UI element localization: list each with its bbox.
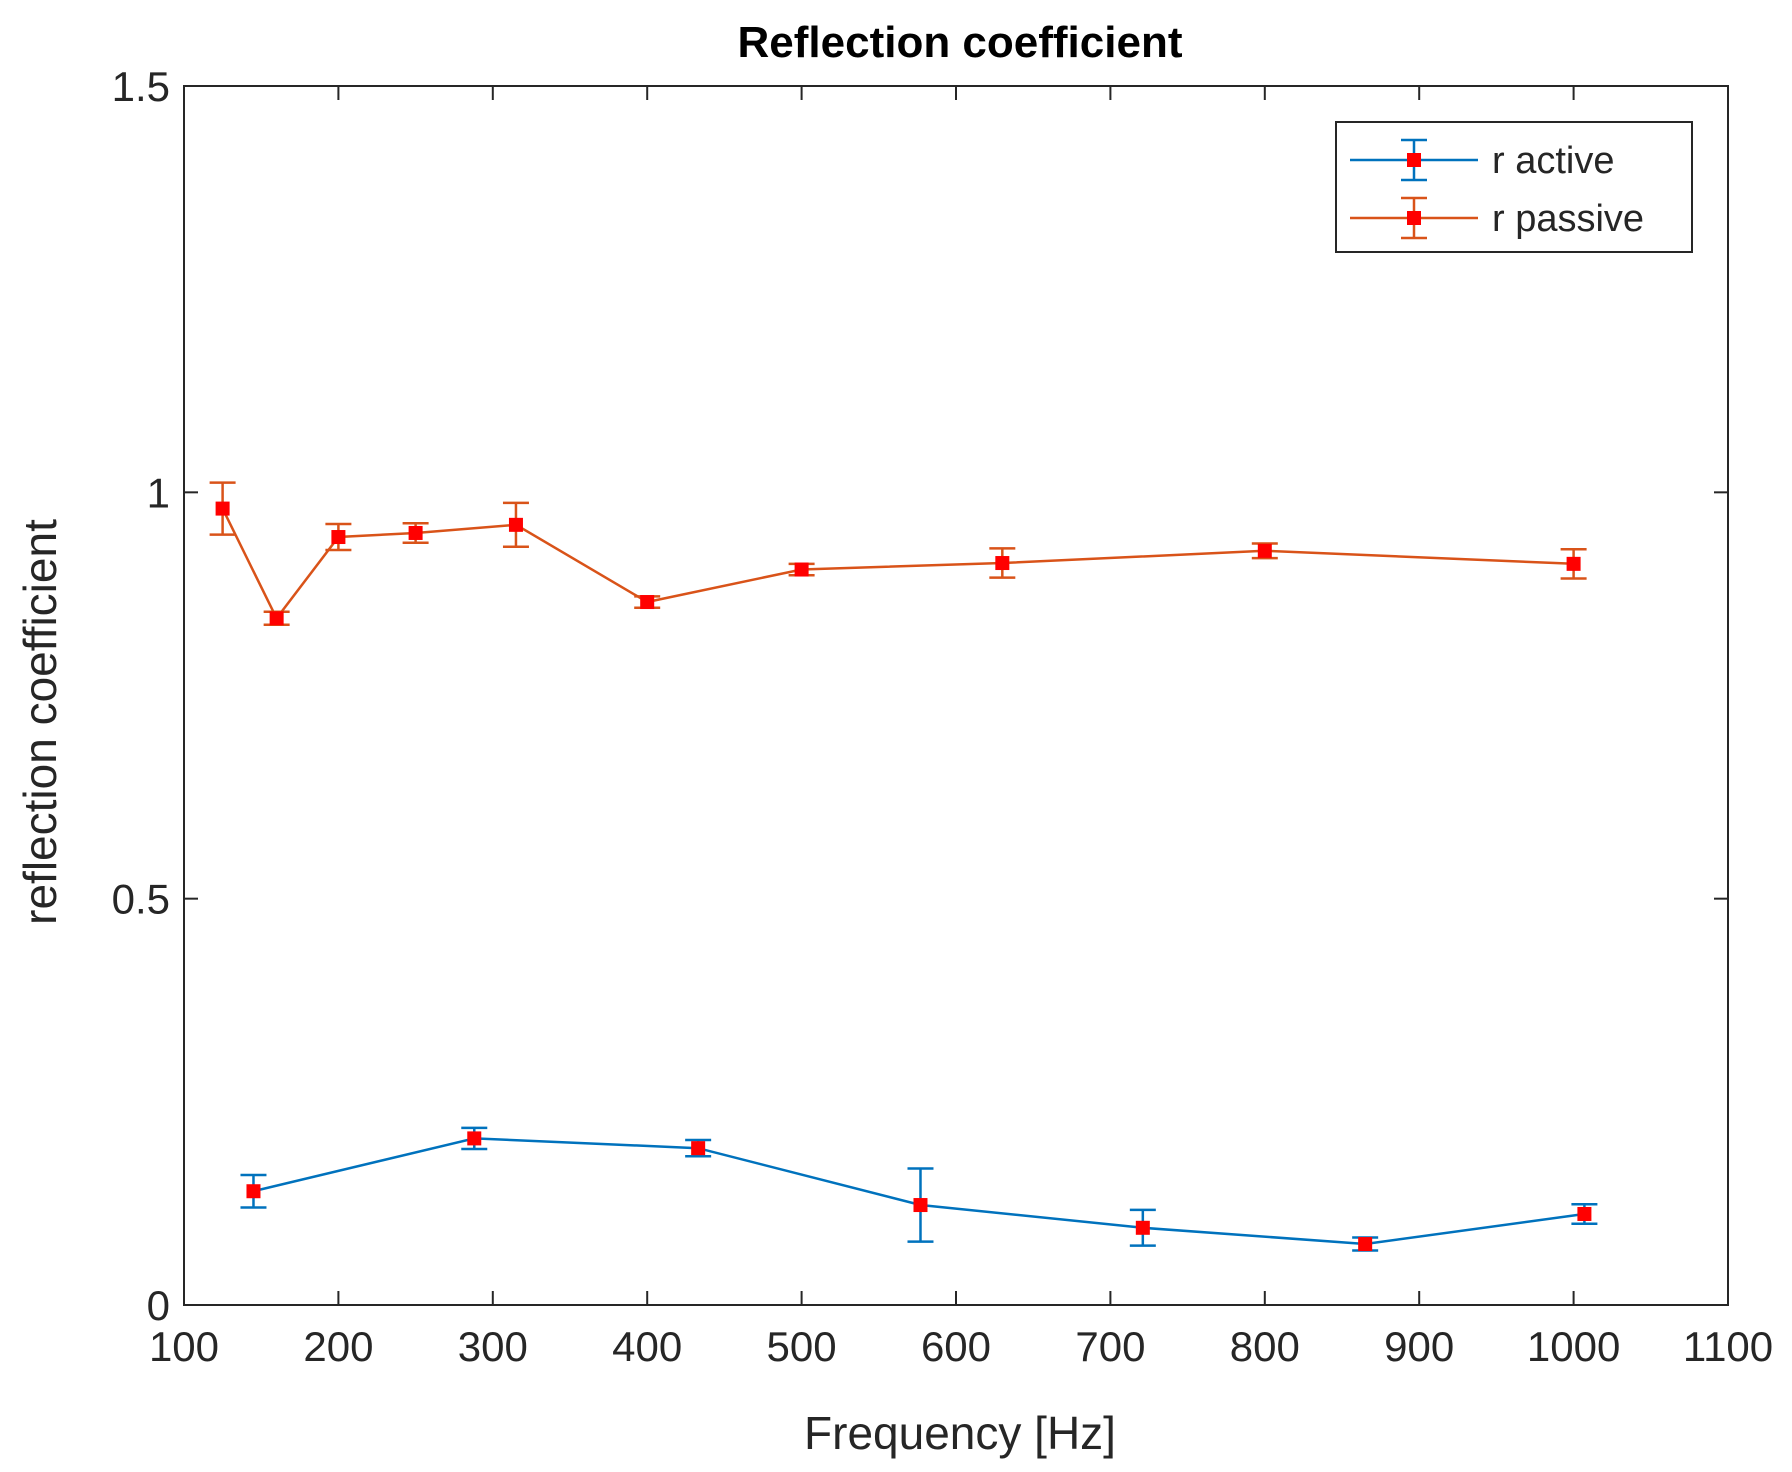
x-tick-label: 400 (612, 1323, 682, 1370)
x-tick-label: 1000 (1527, 1323, 1620, 1370)
y-axis-label: reflection coefficient (14, 519, 66, 925)
plot-area: 100 200 300 400 500 600 700 800 900 1000 1100 0 0.5 1… (112, 63, 1774, 1370)
data-point-r-active (1577, 1206, 1592, 1221)
x-tick-label: 900 (1384, 1323, 1454, 1370)
x-tick-label: 300 (458, 1323, 528, 1370)
data-point-r-active (1358, 1237, 1373, 1252)
x-tick-label: 1100 (1683, 1323, 1773, 1370)
legend-label-r-passive: r passive (1492, 198, 1644, 240)
legend-box (1335, 121, 1693, 253)
x-tick-label: 800 (1230, 1323, 1300, 1370)
data-point-r-passive (1257, 543, 1272, 558)
chart-title: Reflection coefficient (738, 18, 1183, 67)
legend-marker-r-active (1407, 153, 1421, 167)
data-point-r-active (691, 1141, 706, 1156)
y-tick-label: 1 (147, 469, 170, 516)
x-tick-label: 700 (1075, 1323, 1145, 1370)
x-tick-label: 200 (303, 1323, 373, 1370)
data-point-r-passive (995, 556, 1010, 571)
y-tick-label: 0 (147, 1282, 170, 1329)
x-tick-label: 500 (767, 1323, 837, 1370)
data-point-r-passive (269, 611, 284, 626)
data-point-r-passive (331, 530, 346, 545)
data-point-r-passive (215, 501, 230, 516)
y-tick-label: 0.5 (112, 876, 170, 923)
x-tick-label: 100 (149, 1323, 219, 1370)
data-point-r-passive (794, 562, 809, 577)
data-point-r-passive (508, 517, 523, 532)
series-line-r-passive (221, 508, 1574, 621)
data-point-r-active (1135, 1220, 1150, 1235)
data-point-r-active (913, 1198, 928, 1213)
data-point-r-passive (640, 595, 655, 610)
data-point-r-active (246, 1184, 261, 1199)
legend: r active r passive (1335, 121, 1693, 253)
x-tick-label: 600 (921, 1323, 991, 1370)
legend-marker-r-passive (1407, 211, 1421, 225)
y-tick-label: 1.5 (112, 63, 170, 110)
x-axis-label: Frequency [Hz] (804, 1407, 1116, 1459)
data-point-r-passive (408, 525, 423, 540)
data-point-r-passive (1566, 556, 1581, 571)
legend-label-r-active: r active (1492, 140, 1614, 182)
data-point-r-active (467, 1131, 482, 1146)
